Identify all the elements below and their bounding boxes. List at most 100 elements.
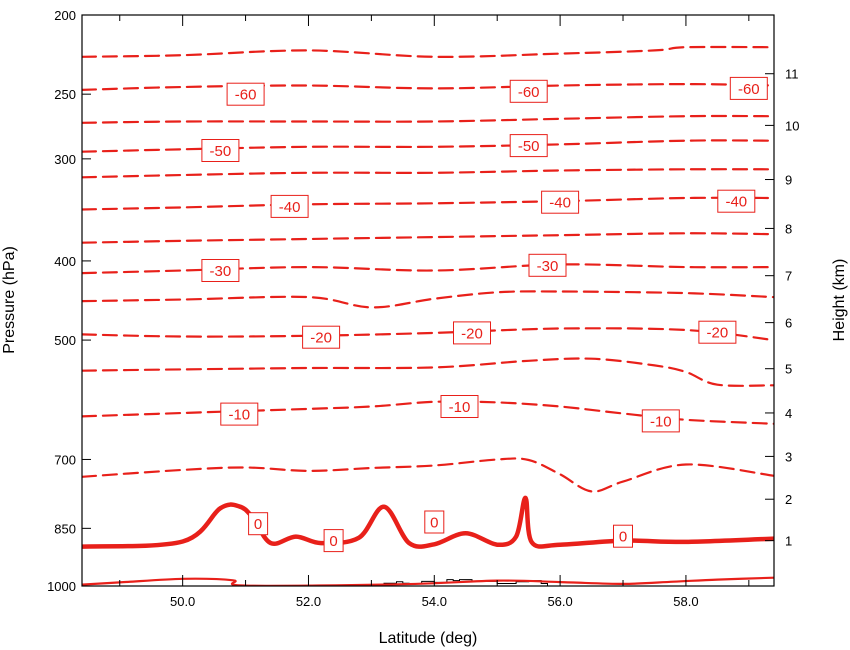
contour-label-text: -40 [725, 194, 747, 211]
contour-line-6 [82, 232, 774, 244]
contour-label-15: -10 [641, 409, 680, 433]
contour-label-text: -30 [210, 263, 232, 280]
contour-label-14: -10 [440, 395, 479, 418]
contour-line-9 [82, 327, 774, 342]
contour-label-9: -30 [528, 253, 567, 277]
contour-line-12 [82, 457, 774, 493]
contour-label-10: -20 [302, 325, 341, 349]
x-axis-title: Latitude (deg) [379, 630, 478, 647]
contour-label-text: -30 [537, 258, 559, 275]
contour-line-2 [82, 114, 774, 124]
contour-label-box [453, 321, 491, 345]
contour-label-text: -40 [279, 199, 301, 216]
contour-label-box [302, 325, 341, 349]
contour-label-text: 0 [430, 515, 438, 532]
x-tick-label: 58.0 [673, 594, 698, 609]
x-tick-label: 56.0 [547, 594, 572, 609]
contour-label-box [541, 190, 580, 214]
contour-label-text: -60 [235, 87, 257, 104]
contour-label-text: -10 [449, 399, 471, 416]
height-tick-label: 9 [785, 173, 792, 188]
contour-label-text: -20 [461, 325, 483, 342]
p-tick-label: 200 [54, 8, 76, 23]
contour-label-box [509, 79, 548, 103]
contour-label-text: 0 [329, 533, 337, 550]
contour-label-layer: -60 -60 -60 -50 -50 -40 -40 -40 -30 -30 -20 -20 -20 -… [201, 76, 768, 553]
contour-line-10 [82, 357, 774, 387]
contour-label-16: 0 [248, 512, 269, 536]
contour-line-7 [82, 263, 774, 275]
contour-label-box [440, 395, 479, 418]
contour-line-4 [82, 168, 774, 179]
contour-label-0: -60 [226, 82, 265, 106]
contour-line-13 [82, 495, 774, 549]
contour-line-0 [82, 45, 774, 58]
contour-label-text: -10 [650, 413, 672, 430]
contour-label-12: -20 [698, 320, 737, 344]
x-tick-label: 52.0 [296, 594, 321, 609]
contour-label-box [509, 134, 548, 158]
contour-label-text: -50 [210, 143, 232, 160]
height-tick-label: 1 [785, 534, 792, 549]
contour-label-3: -50 [201, 139, 240, 162]
contour-label-8: -30 [201, 259, 240, 282]
height-tick-label: 6 [785, 316, 792, 331]
left-y-axis-title: Pressure (hPa) [1, 246, 18, 354]
p-tick-label: 250 [54, 87, 76, 102]
contour-label-box [201, 259, 240, 282]
contour-label-box [201, 139, 240, 162]
contour-label-box [220, 402, 259, 426]
contour-line-8 [82, 290, 774, 309]
contour-label-text: -10 [228, 407, 250, 424]
axis-layer: 50.0 52.0 54.0 56.0 58.020025030040050070085… [47, 8, 799, 609]
contour-label-text: -20 [707, 325, 729, 342]
contour-label-text: -40 [549, 195, 571, 212]
p-tick-label: 300 [54, 152, 76, 167]
height-tick-label: 7 [785, 269, 792, 284]
contour-label-box [641, 409, 680, 433]
contour-label-11: -20 [453, 321, 491, 345]
contour-label-2: -60 [729, 76, 768, 100]
contour-line-3 [82, 139, 774, 153]
contour-label-18: 0 [424, 510, 445, 534]
contour-label-box [717, 189, 756, 213]
height-tick-label: 11 [785, 67, 799, 82]
contour-label-box [323, 529, 344, 553]
plot-frame [81, 14, 775, 587]
p-tick-label: 1000 [47, 579, 76, 594]
height-tick-label: 4 [785, 406, 792, 421]
contour-label-box [424, 510, 445, 534]
contour-label-box [613, 524, 633, 548]
contour-label-text: -60 [518, 84, 540, 101]
contour-label-text: 0 [254, 516, 262, 533]
height-tick-label: 10 [785, 118, 799, 133]
right-y-axis-title: Height (km) [831, 259, 848, 342]
contour-label-box [270, 194, 309, 218]
contour-label-text: -50 [518, 138, 540, 155]
contour-label-box [226, 82, 265, 106]
height-tick-label: 8 [785, 221, 792, 236]
p-tick-label: 850 [54, 521, 76, 536]
contour-label-4: -50 [509, 134, 548, 158]
contour-layer [82, 45, 774, 586]
contour-label-5: -40 [270, 194, 309, 218]
height-tick-label: 5 [785, 362, 792, 377]
contour-label-19: 0 [613, 524, 633, 548]
contour-label-box [729, 76, 768, 100]
contour-label-box [528, 253, 567, 277]
contour-line-5 [82, 196, 774, 211]
contour-label-7: -40 [717, 189, 756, 213]
height-tick-label: 3 [785, 449, 792, 464]
contour-label-box [698, 320, 737, 344]
p-tick-label: 700 [54, 452, 76, 467]
contour-label-17: 0 [323, 529, 344, 553]
x-tick-label: 54.0 [422, 594, 447, 609]
x-tick-label: 50.0 [170, 594, 195, 609]
contour-label-text: 0 [619, 529, 627, 546]
contour-label-box [248, 512, 269, 536]
p-tick-label: 500 [54, 333, 76, 348]
contour-label-text: -20 [310, 330, 332, 347]
height-tick-label: 2 [785, 492, 792, 507]
contour-label-text: -60 [738, 81, 760, 98]
